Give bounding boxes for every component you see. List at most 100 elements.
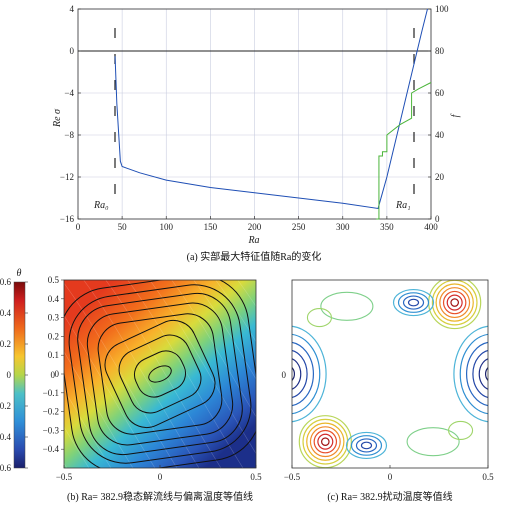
x-tick-label: 50 xyxy=(118,222,128,232)
cold-contour xyxy=(402,295,425,310)
colorbar-tick-label: −0.2 xyxy=(0,401,11,411)
y-left-tick-label: 4 xyxy=(70,4,75,14)
colorbar-tick-label: −0.4 xyxy=(0,432,11,442)
x-tick-label: 150 xyxy=(204,222,218,232)
temperature-isoline xyxy=(215,280,256,343)
cold-contour xyxy=(355,438,378,453)
panel-c: −0.5 0 0.5 0 (c) Ra= 382.9扰动温度等值线 xyxy=(282,279,494,503)
cold-contour xyxy=(350,435,383,456)
cold-contour xyxy=(292,325,327,423)
y-right-tick-label: 0 xyxy=(435,214,440,224)
y-tick-label: 0.1 xyxy=(48,350,59,360)
cold-contour xyxy=(459,333,488,415)
cold-contour xyxy=(392,288,435,317)
streamline xyxy=(118,334,202,414)
streamline xyxy=(68,284,252,464)
temperature-isoline xyxy=(64,351,134,468)
streamline xyxy=(86,302,234,446)
colorbar-tick-label: 0.2 xyxy=(0,339,11,349)
panel-b-ticks: −0.5 0 0.5 0.5 0.4 0.3 0.2 0.1 0 −0.1 −0.2 −0.3 −0.4 xyxy=(43,275,262,482)
hot-contour xyxy=(442,290,467,315)
colorbar-tick-label: 0.4 xyxy=(0,308,12,318)
panel-b-y-mid-label: 0 xyxy=(51,370,56,380)
temperature-isoline xyxy=(83,280,200,468)
neutral-contour xyxy=(448,420,474,440)
hot-contour xyxy=(309,426,341,458)
right-axis-label: f xyxy=(450,113,461,117)
y-tick-label: −0.2 xyxy=(43,407,59,417)
hot-contour xyxy=(439,287,471,319)
streamline xyxy=(77,292,243,456)
cold-contour xyxy=(465,341,488,407)
streamline xyxy=(148,365,172,383)
colorbar-tick-label: 0.6 xyxy=(0,277,12,287)
x-tick-label: 350 xyxy=(380,222,394,232)
cold-contour xyxy=(472,349,488,399)
y-tick-label: 0.5 xyxy=(48,275,60,285)
panel-c-y-mid-label: 0 xyxy=(282,370,287,380)
x-tick-label: −0.5 xyxy=(284,472,301,482)
streamline xyxy=(104,319,216,429)
hot-contour xyxy=(302,418,349,465)
colorbar xyxy=(13,281,26,469)
y-right-tick-label: 100 xyxy=(435,4,449,14)
cold-contour xyxy=(397,292,430,313)
y-left-tick-label: −16 xyxy=(60,214,75,224)
neutral-contour xyxy=(306,308,332,328)
cold-contour xyxy=(484,366,488,382)
cold-contour xyxy=(360,441,373,450)
cold-contour xyxy=(407,298,420,307)
temperature-isoline xyxy=(64,314,156,468)
cold-contour xyxy=(292,349,308,399)
streamline xyxy=(97,313,223,435)
temperature-isoline xyxy=(127,280,244,468)
hot-contour xyxy=(446,294,463,311)
y-tick-label: −0.3 xyxy=(43,425,60,435)
streamline xyxy=(64,280,256,468)
y-left-tick-label: −12 xyxy=(60,172,74,182)
hot-contour xyxy=(313,429,338,454)
y-tick-label: 0.2 xyxy=(48,331,59,341)
panel-c-caption: (c) Ra= 382.9扰动温度等值线 xyxy=(327,490,452,503)
x-tick-label: 0 xyxy=(388,472,393,482)
y-left-tick-label: 0 xyxy=(70,46,75,56)
re-sigma-line xyxy=(114,8,428,210)
cold-contour xyxy=(292,358,302,390)
y-tick-label: 0.3 xyxy=(48,313,60,323)
panel-a-grid xyxy=(77,8,432,220)
temperature-isoline xyxy=(105,280,222,468)
hot-contour xyxy=(450,298,459,307)
x-axis-label: Ra xyxy=(247,235,259,246)
x-tick-label: 400 xyxy=(424,222,438,232)
temperature-isoline xyxy=(64,426,90,468)
cold-contour xyxy=(478,358,488,390)
temperature-field xyxy=(64,280,256,468)
temperature-isoline xyxy=(149,280,256,455)
cold-contour xyxy=(292,366,296,382)
x-tick-label: 0.5 xyxy=(482,472,494,482)
streamlines xyxy=(64,280,256,468)
x-tick-label: 250 xyxy=(292,222,306,232)
y-right-tick-label: 20 xyxy=(435,172,445,182)
neutral-contour xyxy=(320,291,374,321)
panel-a-ticks: 0 50 100 150 200 250 300 350 40040−4−8−12−161008… xyxy=(60,4,449,232)
x-tick-label: 0.5 xyxy=(250,472,262,482)
hot-contour xyxy=(435,283,474,322)
cold-contour xyxy=(345,431,388,460)
y-tick-label: 0.4 xyxy=(48,294,60,304)
temperature-isoline xyxy=(237,280,256,307)
colorbar-tick-label: 0 xyxy=(7,370,12,380)
ra0-label: Ra₀ xyxy=(93,200,109,211)
ra1-label: Ra₁ xyxy=(395,200,411,211)
neutral-contour xyxy=(406,427,460,457)
x-tick-label: 300 xyxy=(336,222,350,232)
panel-a: 0 50 100 150 200 250 300 350 40040−4−8−12−161008… xyxy=(52,4,461,263)
hot-contour xyxy=(317,433,334,450)
y-right-tick-label: 40 xyxy=(435,130,445,140)
frequency-line xyxy=(376,82,432,220)
cold-contour xyxy=(292,341,315,407)
colorbar-label: θ xyxy=(17,268,22,279)
y-left-tick-label: −4 xyxy=(64,88,74,98)
hot-contour xyxy=(321,437,330,446)
left-axis-label: Re σ xyxy=(52,108,63,128)
